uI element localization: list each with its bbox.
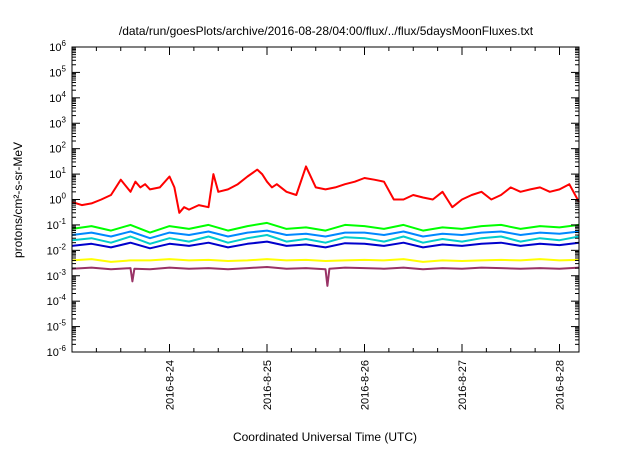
y-tick-base: 10	[49, 144, 61, 156]
y-tick-exponent: 2	[62, 141, 67, 150]
y-tick-exponent: 4	[62, 90, 67, 99]
y-tick-base: 10	[49, 42, 61, 54]
y-tick-exponent: -4	[59, 293, 67, 302]
y-tick-base: 10	[47, 296, 59, 308]
y-axis: 10-610-510-410-310-210-11001011021031041…	[47, 39, 579, 359]
y-tick-exponent: -6	[59, 344, 67, 353]
series-line-5	[71, 240, 580, 250]
x-tick-label: 2016-8-28	[555, 360, 567, 410]
y-tick-base: 10	[49, 93, 61, 105]
y-axis-label: protons/cm²-s-sr-MeV	[11, 142, 25, 258]
y-tick-exponent: -1	[59, 217, 67, 226]
y-tick-base: 10	[49, 169, 61, 181]
y-tick-label: 100	[49, 192, 66, 207]
y-tick-label: 10-1	[47, 217, 67, 232]
plot-frame	[71, 46, 580, 353]
y-tick-label: 10-4	[47, 293, 67, 308]
y-tick-base: 10	[49, 195, 61, 207]
y-tick-label: 10-2	[47, 242, 67, 257]
y-tick-base: 10	[47, 220, 59, 232]
y-tick-label: 101	[49, 166, 66, 181]
chart-title: /data/run/goesPlots/archive/2016-08-28/0…	[119, 24, 534, 38]
series-line-2	[71, 221, 580, 234]
y-tick-base: 10	[47, 322, 59, 334]
y-tick-label: 103	[49, 115, 66, 130]
y-tick-label: 10-3	[47, 268, 67, 283]
y-tick-exponent: 5	[62, 64, 67, 73]
series-line-7	[71, 266, 580, 287]
y-tick-base: 10	[47, 347, 59, 359]
y-tick-exponent: 1	[62, 166, 67, 175]
series-line-6	[71, 258, 580, 263]
y-tick-exponent: 0	[62, 192, 67, 201]
y-tick-label: 10-5	[47, 319, 67, 334]
x-tick-label: 2016-8-26	[360, 360, 372, 410]
y-tick-label: 106	[49, 39, 66, 54]
x-tick-label: 2016-8-25	[262, 360, 274, 410]
y-tick-exponent: -3	[59, 268, 67, 277]
x-axis: 2016-8-24 2016-8-25 2016-8-26 2016-8-27 2016…	[95, 47, 567, 410]
y-tick-base: 10	[49, 67, 61, 79]
y-tick-exponent: 6	[62, 39, 67, 48]
series-line-4	[71, 229, 580, 240]
x-axis-label: Coordinated Universal Time (UTC)	[233, 430, 417, 444]
y-tick-label: 104	[49, 90, 66, 105]
y-tick-label: 105	[49, 64, 66, 79]
series-layer	[71, 165, 580, 287]
y-tick-label: 10-6	[47, 344, 67, 359]
y-tick-base: 10	[49, 118, 61, 130]
y-tick-base: 10	[47, 245, 59, 257]
x-tick-label: 2016-8-24	[165, 360, 177, 410]
y-tick-exponent: -5	[59, 319, 67, 328]
x-tick-label: 2016-8-27	[457, 360, 469, 410]
y-tick-label: 102	[49, 141, 66, 156]
y-tick-exponent: -2	[59, 242, 67, 251]
y-tick-exponent: 3	[62, 115, 67, 124]
y-axis-label-text: protons/cm²-s-sr-MeV	[11, 142, 25, 258]
series-line-3	[71, 234, 580, 245]
series-line-1	[71, 165, 580, 214]
y-tick-base: 10	[47, 271, 59, 283]
